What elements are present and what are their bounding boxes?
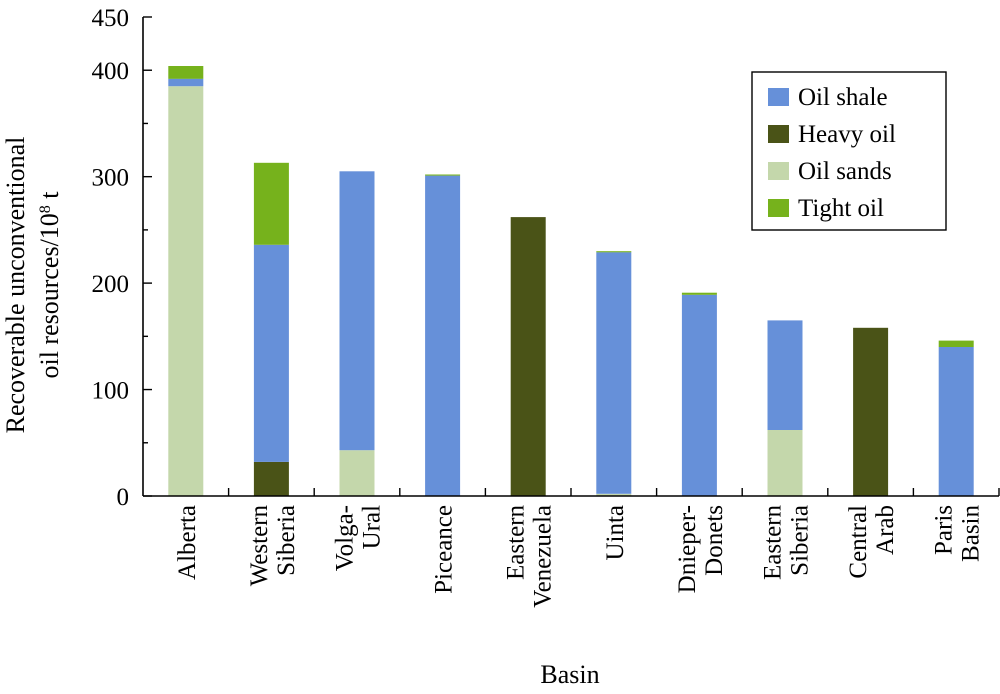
bar-segment-tight-oil-6: [681, 292, 717, 295]
y-tick-label-400: 400: [92, 58, 130, 85]
y-axis-title-superscript: 8: [37, 205, 54, 213]
y-axis-title-line2: oil resources/108 t: [35, 191, 64, 379]
bar-segment-tight-oil-3: [425, 174, 461, 176]
bar-segment-oil-shale-1: [253, 244, 289, 462]
category-label-group-0: Alberta: [174, 505, 201, 580]
bar-segment-oil-shale-2: [339, 171, 375, 451]
category-label-group-1: Western: [246, 505, 273, 587]
category-label-group-1: Siberia: [273, 505, 300, 576]
category-label-7-line-1: Siberia: [787, 505, 814, 576]
x-axis-title: Basin: [540, 660, 599, 689]
category-label-group-9: Paris: [931, 505, 958, 555]
category-label-5-line-0: Uinta: [602, 505, 629, 561]
category-label-9-line-1: Basin: [958, 505, 985, 562]
bar-segment-oil-shale-5: [596, 252, 632, 494]
y-tick-label-100: 100: [92, 378, 130, 405]
legend-label-heavy-oil: Heavy oil: [798, 121, 896, 148]
category-label-7-line-0: Eastern: [760, 505, 787, 580]
legend-label-oil-shale: Oil shale: [798, 84, 888, 111]
bar-segment-tight-oil-9: [938, 340, 974, 347]
y-axis-title-suffix: t: [35, 191, 64, 206]
category-label-8-line-0: Central: [845, 505, 872, 579]
category-label-9-line-0: Paris: [931, 505, 958, 555]
ticks-group: 0 100 200 300 400 450: [92, 5, 1000, 511]
legend-swatch-oil-shale: [768, 88, 789, 106]
bar-segment-tight-oil-0: [168, 66, 204, 79]
bar-segment-oil-sands-5: [596, 493, 632, 496]
y-axis-title-line1: Recoverable unconventional: [1, 137, 30, 434]
y-axis-title-prefix: oil resources/10: [35, 213, 64, 378]
category-label-group-4: Venezuela: [530, 505, 557, 608]
bar-segment-oil-sands-7: [767, 430, 803, 496]
category-label-3-line-0: Piceance: [431, 505, 458, 594]
bar-segment-heavy-oil-8: [853, 327, 889, 496]
bar-segment-oil-sands-2: [339, 450, 375, 496]
category-label-8-line-1: Arab: [872, 505, 899, 555]
legend-swatch-heavy-oil: [768, 125, 789, 143]
bar-segment-oil-shale-7: [767, 320, 803, 430]
legend-label-tight-oil: Tight oil: [798, 195, 884, 222]
legend-label-oil-sands: Oil sands: [798, 158, 892, 185]
legend: Oil shale Heavy oil Oil sands Tight oil: [751, 71, 947, 231]
category-label-group-4: Eastern: [503, 505, 530, 580]
legend-swatch-oil-sands: [768, 162, 789, 180]
category-label-0-line-0: Alberta: [174, 505, 201, 580]
bars-group: [168, 66, 974, 496]
bar-segment-oil-shale-0: [168, 78, 204, 87]
bar-segment-tight-oil-5: [596, 251, 632, 253]
category-label-group-7: Siberia: [787, 505, 814, 576]
category-label-group-9: Basin: [958, 505, 985, 562]
bar-segment-heavy-oil-1: [253, 461, 289, 496]
category-label-group-5: Uinta: [602, 505, 629, 561]
bar-segment-heavy-oil-4: [510, 217, 546, 496]
category-label-1-line-1: Siberia: [273, 505, 300, 576]
bar-segment-oil-shale-3: [425, 175, 461, 496]
category-label-group-8: Central: [845, 505, 872, 579]
category-label-1-line-0: Western: [246, 505, 273, 587]
y-tick-label-200: 200: [92, 271, 130, 298]
legend-swatch-tight-oil: [768, 199, 789, 217]
category-label-group-3: Piceance: [431, 505, 458, 594]
category-label-4-line-1: Venezuela: [530, 505, 557, 608]
y-axis-title-group: Recoverable unconventional oil resources…: [1, 137, 64, 434]
bar-segment-oil-shale-9: [938, 347, 974, 496]
category-label-group-8: Arab: [872, 505, 899, 555]
y-tick-label-450: 450: [92, 5, 130, 32]
y-tick-label-300: 300: [92, 165, 130, 192]
category-label-group-7: Eastern: [760, 505, 787, 580]
bar-segment-oil-shale-6: [681, 294, 717, 496]
category-label-6-line-1: Donets: [701, 505, 728, 576]
bar-segment-oil-sands-0: [168, 86, 204, 496]
bar-segment-tight-oil-1: [253, 162, 289, 245]
category-labels-group: Alberta Western Siberia Volga- Ural Piceance E…: [174, 505, 985, 608]
category-label-6-line-0: Dnieper-: [674, 505, 701, 593]
category-label-group-6: Dnieper-: [674, 505, 701, 593]
category-label-group-6: Donets: [701, 505, 728, 576]
category-label-group-2: Volga-: [332, 505, 359, 571]
y-tick-label-0: 0: [117, 484, 130, 511]
category-label-2-line-0: Volga-: [332, 505, 359, 571]
category-label-2-line-1: Ural: [359, 505, 386, 549]
category-label-group-2: Ural: [359, 505, 386, 549]
category-label-4-line-0: Eastern: [503, 505, 530, 580]
